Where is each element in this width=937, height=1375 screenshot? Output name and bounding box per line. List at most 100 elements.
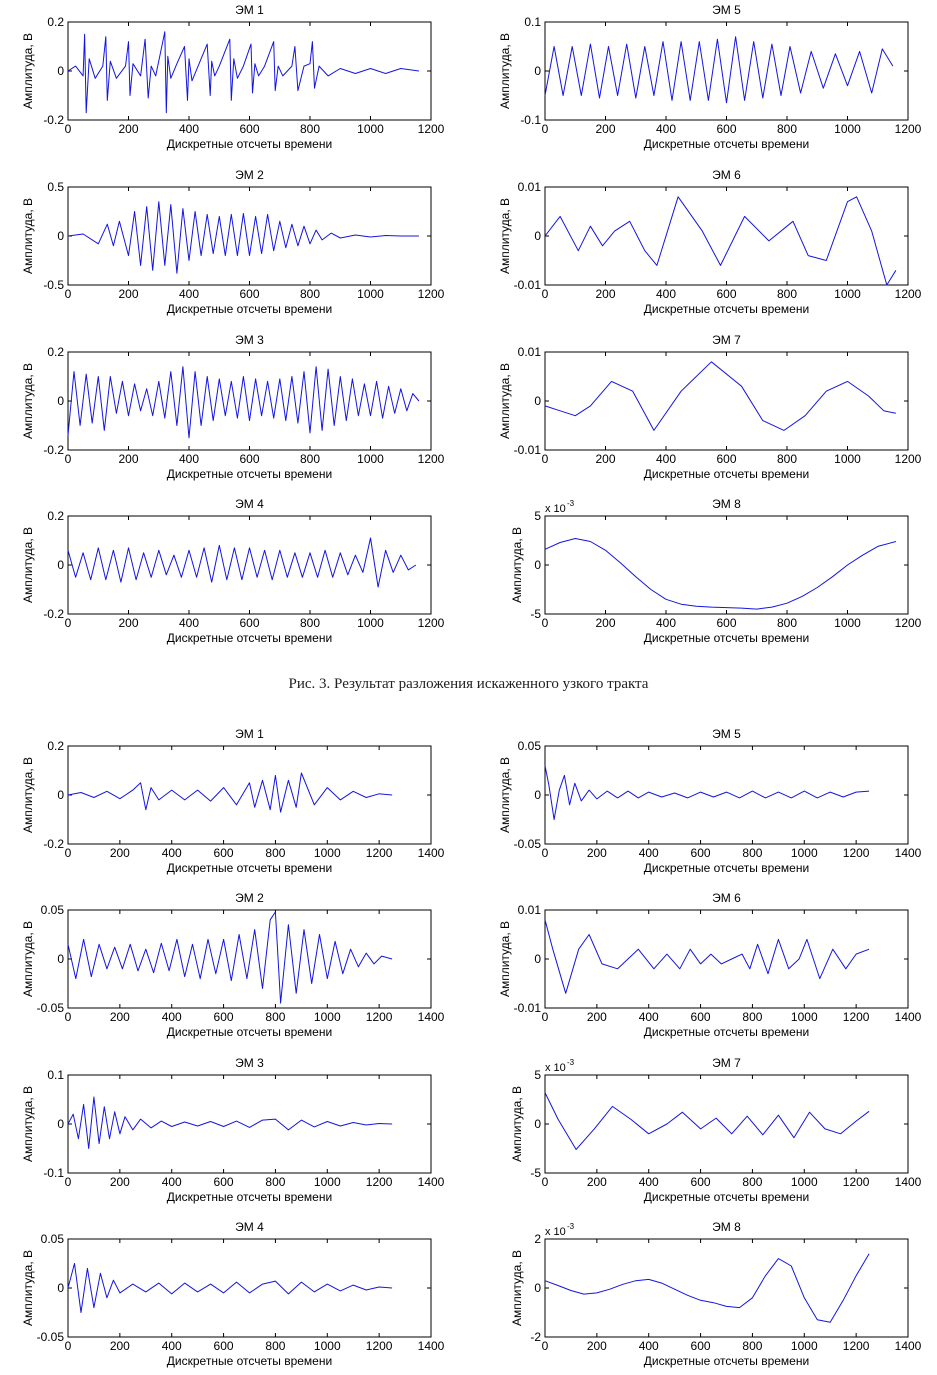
x-axis-label: Дискретные отсчеты времени (167, 467, 332, 481)
plot-frame (67, 515, 432, 615)
signal-line (67, 537, 417, 588)
x-tick-label: 0 (65, 616, 72, 630)
x-tick-label: 800 (265, 1175, 285, 1189)
x-tick-label: 400 (179, 287, 199, 301)
x-tick-label: 0 (542, 616, 549, 630)
x-tick-label: 600 (691, 1010, 711, 1024)
signal-line (67, 1096, 393, 1149)
chart-title: ЭМ 6 (712, 891, 741, 905)
x-tick-label: 1400 (895, 1010, 922, 1024)
x-axis-label: Дискретные отсчеты времени (644, 631, 809, 645)
scale-exponent: -3 (567, 1222, 575, 1231)
x-tick-label: 200 (587, 1010, 607, 1024)
x-tick-label: 800 (265, 846, 285, 860)
x-tick-label: 200 (595, 452, 615, 466)
x-tick-label: 400 (639, 1010, 659, 1024)
y-tick-label: 0 (534, 1117, 541, 1131)
plot-frame (544, 745, 909, 845)
x-tick-label: 400 (656, 616, 676, 630)
y-axis-label: Амплитуда, В (21, 1086, 35, 1162)
plot-frame (67, 1238, 432, 1338)
x-tick-label: 1000 (834, 122, 861, 136)
x-tick-label: 200 (595, 287, 615, 301)
figure-caption: Рис. 3. Результат разложения искаженного… (288, 676, 649, 692)
y-tick-label: 0.05 (41, 1232, 65, 1246)
x-tick-label: 0 (65, 846, 72, 860)
y-axis-label: Амплитуда, В (510, 527, 524, 603)
x-tick-label: 800 (742, 846, 762, 860)
x-tick-label: 1400 (418, 1175, 445, 1189)
plot-frame (67, 909, 432, 1009)
x-tick-label: 1200 (366, 1339, 393, 1353)
y-tick-label: 0.2 (47, 15, 64, 29)
x-tick-label: 600 (239, 122, 259, 136)
plot-frame (67, 21, 432, 121)
x-tick-label: 1200 (895, 452, 922, 466)
x-axis-label: Дискретные отсчеты времени (167, 1354, 332, 1368)
plot-frame (544, 515, 909, 615)
signal-line (544, 1253, 870, 1323)
chart-title: ЭМ 3 (235, 1056, 264, 1070)
x-tick-label: 1000 (314, 1010, 341, 1024)
plot-frame (544, 186, 909, 286)
x-tick-label: 400 (162, 1010, 182, 1024)
signal-line (67, 366, 420, 439)
plot-frame (67, 745, 432, 845)
x-axis-label: Дискретные отсчеты времени (644, 861, 809, 875)
signal-line (67, 31, 419, 114)
signal-line (544, 36, 894, 104)
x-tick-label: 1000 (834, 287, 861, 301)
x-tick-label: 600 (239, 452, 259, 466)
x-tick-label: 800 (742, 1175, 762, 1189)
x-tick-label: 0 (65, 1010, 72, 1024)
x-tick-label: 800 (300, 287, 320, 301)
x-tick-label: 400 (656, 452, 676, 466)
x-tick-label: 600 (716, 287, 736, 301)
y-tick-label: -0.05 (37, 1001, 65, 1015)
y-tick-label: -0.2 (43, 113, 64, 127)
x-tick-label: 800 (300, 616, 320, 630)
x-tick-label: 200 (110, 1175, 130, 1189)
x-axis-label: Дискретные отсчеты времени (167, 1025, 332, 1039)
x-tick-label: 800 (742, 1010, 762, 1024)
y-tick-label: -2 (530, 1330, 541, 1344)
x-axis-label: Дискретные отсчеты времени (644, 137, 809, 151)
y-axis-label: Амплитуда, В (21, 527, 35, 603)
x-tick-label: 200 (595, 616, 615, 630)
y-tick-label: -0.05 (514, 837, 542, 851)
chart-title: ЭМ 8 (712, 1220, 741, 1234)
x-tick-label: 400 (179, 122, 199, 136)
y-tick-label: 0.05 (518, 739, 542, 753)
x-tick-label: 1400 (895, 846, 922, 860)
y-tick-label: 0.2 (47, 345, 64, 359)
y-tick-label: 0 (534, 64, 541, 78)
y-tick-label: 0.01 (518, 903, 542, 917)
chart-title: ЭМ 7 (712, 1056, 741, 1070)
x-tick-label: 200 (118, 122, 138, 136)
y-tick-label: 5 (534, 1068, 541, 1082)
x-tick-label: 1000 (314, 1339, 341, 1353)
x-axis-label: Дискретные отсчеты времени (167, 1190, 332, 1204)
y-tick-label: 0 (57, 229, 64, 243)
y-tick-label: 0.1 (524, 15, 541, 29)
x-tick-label: 400 (656, 287, 676, 301)
x-tick-label: 0 (542, 1175, 549, 1189)
signal-line (544, 1092, 870, 1150)
y-axis-label: Амплитуда, В (510, 1086, 524, 1162)
x-tick-label: 1000 (791, 1339, 818, 1353)
y-tick-label: 0 (57, 394, 64, 408)
x-tick-label: 1200 (843, 1010, 870, 1024)
x-tick-label: 600 (214, 1175, 234, 1189)
x-tick-label: 1000 (357, 122, 384, 136)
x-tick-label: 600 (214, 846, 234, 860)
x-tick-label: 1000 (791, 846, 818, 860)
x-tick-label: 200 (587, 846, 607, 860)
y-tick-label: 0 (534, 558, 541, 572)
x-tick-label: 1200 (895, 616, 922, 630)
x-tick-label: 0 (542, 287, 549, 301)
x-tick-label: 400 (179, 616, 199, 630)
x-tick-label: 400 (162, 846, 182, 860)
x-tick-label: 200 (110, 1339, 130, 1353)
chart-title: ЭМ 2 (235, 168, 264, 182)
y-axis-label: Амплитуда, В (21, 757, 35, 833)
